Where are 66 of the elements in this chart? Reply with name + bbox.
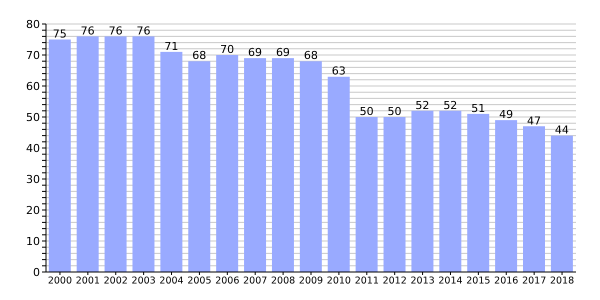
y-tick-label: 60 (26, 80, 40, 93)
bar (495, 120, 518, 272)
data-label: 50 (388, 105, 402, 118)
data-label: 68 (192, 49, 206, 62)
y-tick-label: 70 (26, 48, 40, 62)
data-label: 51 (471, 102, 486, 115)
data-label: 71 (164, 40, 178, 53)
bar (48, 40, 71, 272)
data-label: 63 (332, 64, 346, 78)
x-tick-label: 2008 (271, 276, 296, 287)
y-tick-label: 30 (26, 172, 40, 186)
x-tick-label: 2000 (48, 276, 72, 287)
data-label: 50 (360, 105, 374, 118)
data-label: 75 (52, 28, 67, 40)
data-label: 49 (499, 108, 514, 122)
data-label: 52 (443, 98, 458, 112)
x-tick-label: 2001 (76, 276, 100, 287)
bar (300, 61, 322, 272)
bar (272, 58, 294, 272)
x-tick-label: 2005 (187, 276, 212, 287)
bar (328, 76, 350, 272)
x-tick-label: 2009 (298, 276, 324, 287)
data-label: 69 (248, 46, 262, 60)
x-tick-label: 2014 (438, 276, 463, 287)
data-label: 69 (276, 46, 290, 60)
x-tick-label: 2004 (159, 276, 184, 287)
x-tick-label: 2013 (410, 276, 435, 287)
bar (439, 110, 462, 272)
bar (523, 126, 545, 272)
data-label: 68 (304, 49, 318, 62)
data-label: 70 (220, 43, 234, 56)
x-tick-label: 2007 (243, 276, 268, 287)
data-label: 47 (527, 114, 541, 128)
x-tick-label: 2003 (132, 276, 156, 287)
x-tick-label: 2016 (494, 276, 518, 287)
bar (160, 52, 182, 272)
bar (76, 36, 99, 272)
bar (132, 36, 154, 272)
bar (216, 55, 238, 272)
x-tick-label: 2015 (466, 276, 490, 287)
x-tick-label: 2006 (215, 276, 240, 287)
y-tick-label: 10 (26, 234, 40, 248)
y-tick-label: 80 (26, 18, 40, 31)
bar (356, 117, 378, 272)
data-label: 76 (108, 24, 123, 38)
bar (104, 36, 127, 272)
y-tick-label: 40 (26, 142, 40, 155)
bar (188, 61, 210, 272)
data-label: 76 (136, 24, 150, 38)
x-tick-label: 2011 (354, 276, 379, 287)
x-tick-label: 2010 (326, 276, 351, 287)
bar (384, 117, 406, 272)
bar (467, 114, 490, 272)
bar (550, 136, 573, 272)
data-label: 44 (554, 124, 569, 137)
y-tick-label: 20 (26, 204, 40, 217)
y-tick-label: 0 (33, 266, 40, 279)
data-label: 52 (415, 98, 430, 112)
x-tick-label: 2017 (522, 276, 546, 287)
x-tick-label: 2018 (550, 276, 574, 287)
data-label: 76 (80, 24, 95, 38)
x-tick-label: 2012 (382, 276, 407, 287)
bar (411, 110, 434, 272)
y-tick-label: 50 (26, 110, 40, 124)
bar (244, 58, 266, 272)
x-tick-label: 2002 (104, 276, 128, 287)
